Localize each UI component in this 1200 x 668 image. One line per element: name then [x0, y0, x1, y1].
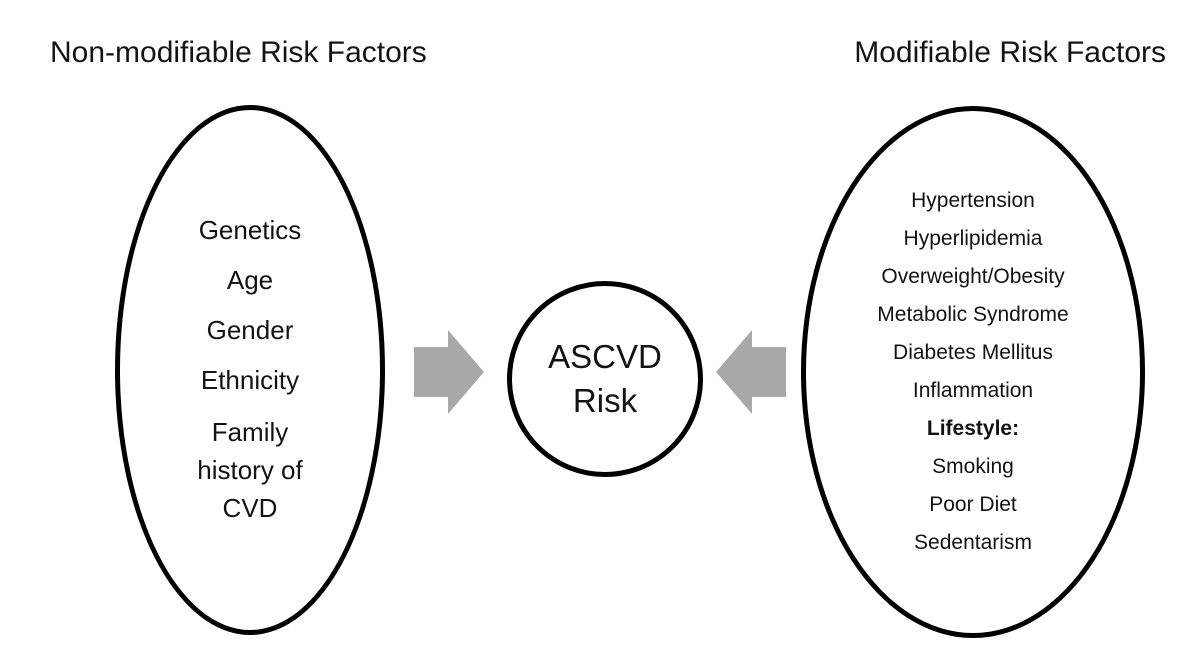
modifiable-item-lifestyle: Lifestyle: [926, 417, 1020, 440]
arrow-left-icon [716, 330, 786, 414]
modifiable-item: Poor Diet [929, 493, 1017, 516]
non-modifiable-item: Genetics [198, 215, 302, 245]
modifiable-item: Sedentarism [914, 531, 1032, 554]
modifiable-item: Smoking [932, 455, 1014, 478]
modifiable-title: Modifiable Risk Factors [854, 36, 1166, 69]
modifiable-item: Inflammation [912, 379, 1034, 402]
modifiable-item: Hypertension [911, 189, 1035, 212]
non-modifiable-item: Family history of CVD [197, 417, 303, 523]
modifiable-item: Metabolic Syndrome [877, 303, 1069, 326]
arrow-right-icon [414, 330, 484, 414]
modifiable-item: Hyperlipidemia [903, 227, 1043, 250]
non-modifiable-item: Gender [206, 315, 294, 345]
non-modifiable-ellipse: Genetics Age Gender Ethnicity Family his… [115, 105, 385, 635]
modifiable-ellipse: Hypertension Hyperlipidemia Overweight/O… [801, 106, 1145, 638]
non-modifiable-item: Age [226, 265, 274, 295]
ascvd-risk-label: ASCVD Risk [548, 338, 662, 419]
modifiable-item: Overweight/Obesity [881, 265, 1065, 288]
ascvd-risk-circle: ASCVD Risk [507, 281, 703, 477]
modifiable-item: Diabetes Mellitus [893, 341, 1053, 364]
non-modifiable-title: Non-modifiable Risk Factors [50, 36, 427, 69]
non-modifiable-item: Ethnicity [200, 365, 300, 395]
